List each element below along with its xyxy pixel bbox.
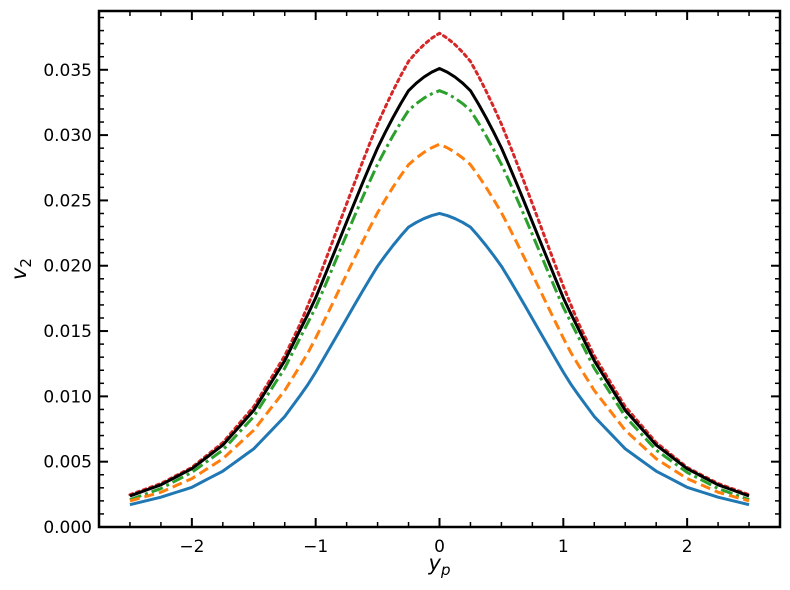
y-tick-label: 0.010 <box>43 387 92 407</box>
series-line-1 <box>128 31 751 497</box>
series-line-5 <box>129 211 750 507</box>
series-line-2 <box>129 66 750 498</box>
y-tick-label: 0.035 <box>43 61 92 81</box>
y-axis-label-main: v <box>7 267 31 280</box>
x-axis-label-main: y <box>428 551 442 575</box>
x-tick-label: −2 <box>179 537 204 557</box>
series-line-4 <box>129 142 750 503</box>
tick-labels: −2 −1 0 1 2 0.000 0.005 0.010 0.015 0.020 0.025 0.0… <box>43 61 692 557</box>
series-layer <box>128 31 751 507</box>
y-tick-label: 0.000 <box>43 518 92 538</box>
plot-frame <box>97 9 782 529</box>
series-line-3 <box>129 89 750 502</box>
x-tick-label: 2 <box>682 537 693 557</box>
x-tick-label: −1 <box>303 537 328 557</box>
y-tick-label: 0.025 <box>43 191 92 211</box>
x-tick-label: 0 <box>434 537 445 557</box>
y-tick-label: 0.030 <box>43 126 92 146</box>
x-tick-label: 1 <box>558 537 569 557</box>
axis-ticks <box>99 11 780 528</box>
y-tick-label: 0.020 <box>43 257 92 277</box>
y-tick-label: 0.005 <box>43 453 92 473</box>
y-axis-label: v2 <box>7 258 35 280</box>
y-tick-label: 0.015 <box>43 322 92 342</box>
y-axis-label-sub: 2 <box>17 258 35 268</box>
x-axis-label: yp <box>428 551 451 579</box>
x-axis-label-sub: p <box>440 561 451 579</box>
